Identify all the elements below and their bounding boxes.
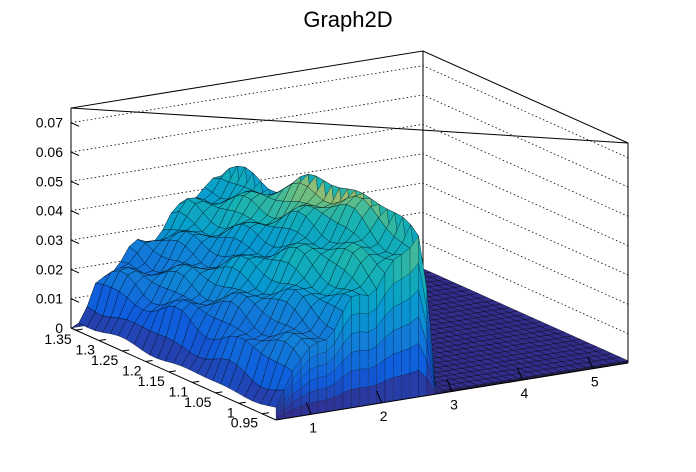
surface-wall [317,375,327,390]
surface-mesh [70,165,629,421]
z-tick [70,298,80,303]
surface-wall [359,294,369,315]
surface-wall [384,377,394,403]
y-axis-line [70,327,277,421]
z-tick [70,180,80,186]
z-tick-label: 0.03 [36,232,63,248]
z-tick [70,239,80,245]
surface-wall [317,339,327,355]
x-tick-label: 4 [521,385,529,401]
z-tick-label: 0.07 [36,115,63,131]
y-tick [122,349,130,352]
surface-wall [393,350,402,378]
y-tick-label: 1.15 [138,373,165,389]
surface-wall [359,368,369,388]
surface-wall [351,368,360,390]
x-tick [446,379,453,392]
surface-wall [359,312,369,333]
z-gridline [70,241,629,335]
z-gridline [70,94,629,188]
x-tick [587,356,594,369]
surface-wall [368,384,377,406]
z-tick [70,122,80,127]
surface-wall [401,323,411,352]
chart-title: Graph2D [303,7,392,32]
surface-wall [393,302,402,331]
z-tick-label: 0.06 [36,144,63,160]
surface-wall [401,373,411,400]
surface-wall [393,326,402,355]
surface-wall [393,375,402,402]
z-tick-label: 0 [55,320,63,336]
surface-wall [351,331,360,353]
z-tick [70,210,80,215]
surface-wall [619,360,629,363]
z-tick-label: 0.04 [36,203,63,219]
x-tick-label: 5 [591,374,599,390]
surface-wall [359,386,369,407]
z-tick-label: 0.05 [36,173,63,189]
surface-wall [359,350,369,370]
surface-wall [317,363,327,378]
x-tick [516,367,523,381]
y-tick-label: 1.2 [122,362,142,378]
x-tick-label: 2 [380,408,388,424]
x-tick-label: 1 [309,419,317,435]
surface-wall [351,294,360,316]
surface-wall [409,342,419,374]
z-axis: 0 0.01 0.02 0.03 0.04 0.05 0.06 0.07 [36,115,80,336]
x-axis: 1 2 3 4 5 [305,356,599,435]
y-tick-label: 1.35 [44,331,71,347]
surface-wall [401,298,411,328]
y-tick-label: 1.05 [184,394,211,410]
z-gridline [70,123,629,217]
z-gridlines [70,65,629,335]
z-gridline [70,182,629,276]
z-tick-label: 0.02 [36,261,63,277]
y-axis: 0.951 1.051.11.151.21.251.31.35 [44,328,270,431]
y-tick [215,391,223,394]
x-tick [305,402,312,415]
y-tick-label: 1.1 [169,383,189,399]
surface-wall [317,351,327,367]
x-tick [376,390,383,404]
surface-wall [317,399,327,414]
top-diagonal [70,107,629,144]
z-gridline [70,211,629,305]
x-tick-label: 3 [450,397,458,413]
surface-wall [409,369,419,399]
z-tick [70,151,80,157]
surface-wall [359,331,369,351]
y-tick [168,370,176,373]
z-tick-label: 0.01 [36,291,63,307]
surface-wall [351,312,360,335]
surface-wall [351,387,360,409]
y-tick-label: 1 [227,404,235,420]
y-tick [192,380,200,383]
y-tick [75,328,83,331]
z-gridline [70,153,629,247]
surface-wall [351,350,360,372]
y-tick [238,401,246,404]
y-tick-label: 1.3 [75,342,95,358]
surface-wall [401,348,411,376]
y-tick-label: 1.25 [91,352,118,368]
z-tick [70,327,80,333]
z-tick [70,268,80,274]
surface-wall [368,365,377,388]
surface-wall [317,387,327,402]
z-gridline [70,65,629,159]
y-tick [145,359,153,362]
y-tick-label: 0.95 [231,415,258,431]
y-tick [98,339,107,342]
y-tick [261,412,270,415]
